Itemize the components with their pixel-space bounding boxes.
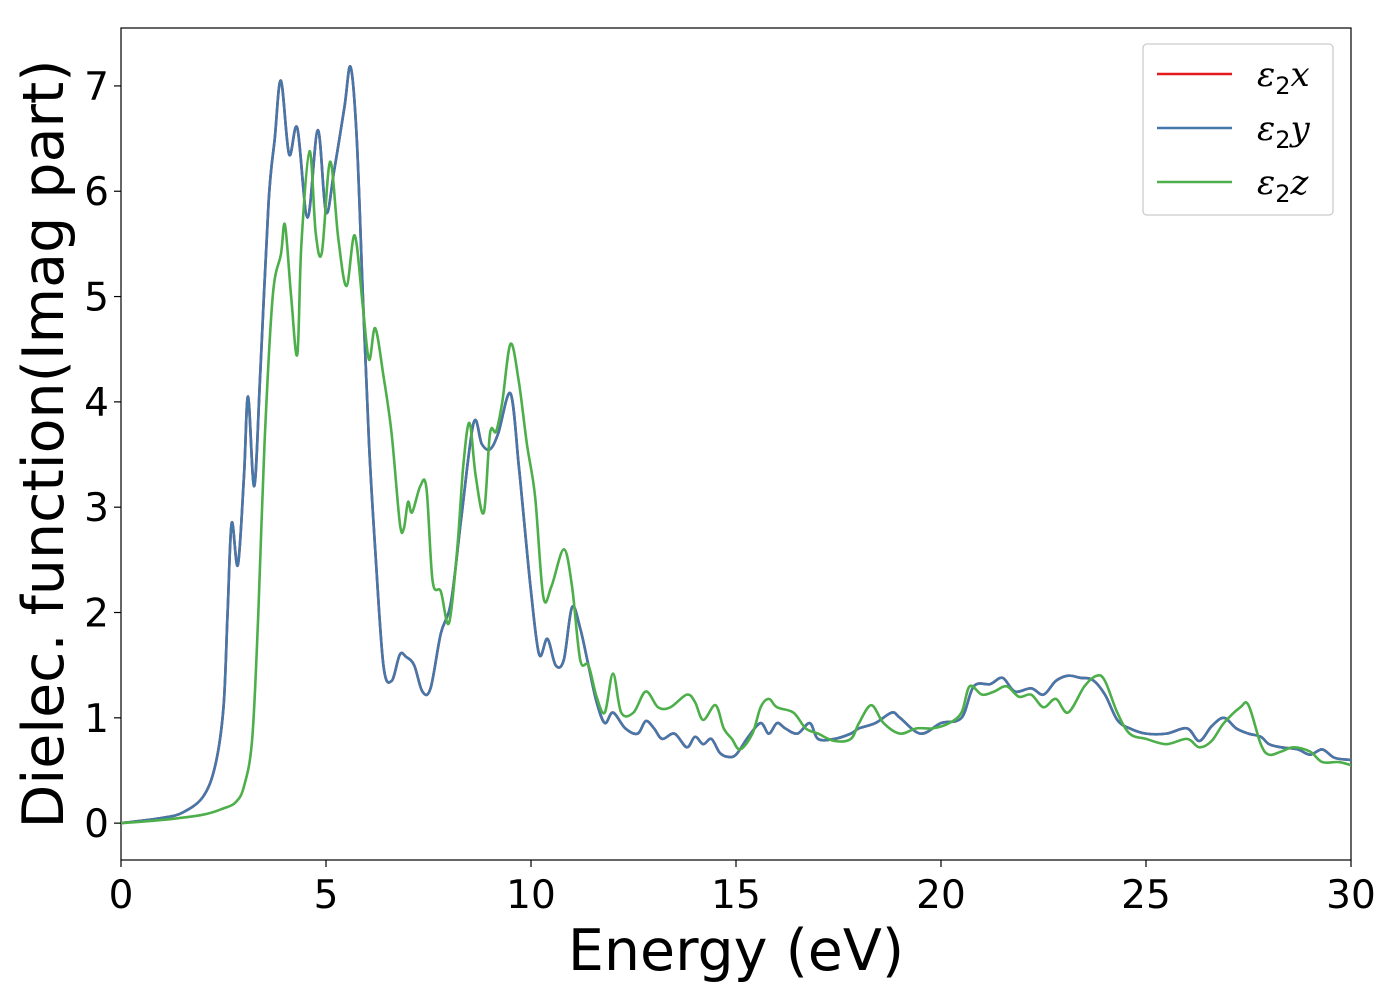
x-tick-label: 30 [1326, 873, 1376, 918]
legend-label-y: ε2y [1257, 109, 1311, 154]
y-tick-label: 1 [84, 697, 109, 742]
y-tick-label: 7 [84, 65, 109, 110]
y-tick-label: 5 [84, 276, 109, 321]
y-axis-label: Dielec. function(Imag part) [11, 59, 77, 828]
x-tick-label: 15 [711, 873, 761, 918]
y-tick-label: 0 [84, 802, 109, 847]
x-tick-label: 25 [1121, 873, 1171, 918]
y-tick-label: 6 [84, 170, 109, 215]
x-tick-label: 20 [916, 873, 966, 918]
legend-frame [1142, 43, 1334, 216]
x-axis-label: Energy (eV) [568, 918, 904, 984]
legend-label-x: ε2x [1257, 55, 1310, 100]
y-tick-label: 3 [84, 486, 109, 531]
legend: ε2x ε2y ε2z [1142, 43, 1334, 216]
series-layer [121, 65, 1351, 825]
series-line-y [121, 65, 1351, 825]
y-tick-label: 4 [84, 381, 109, 426]
x-tick-label: 5 [314, 873, 339, 918]
x-tick-label: 10 [506, 873, 556, 918]
tick-layer: 0 5 10 15 20 25 30 0 1 2 3 4 5 6 7 [84, 65, 1376, 918]
legend-label-z: ε2z [1257, 163, 1310, 208]
x-tick-label: 0 [109, 873, 134, 918]
series-line-z [121, 149, 1351, 825]
y-tick-label: 2 [84, 592, 109, 637]
